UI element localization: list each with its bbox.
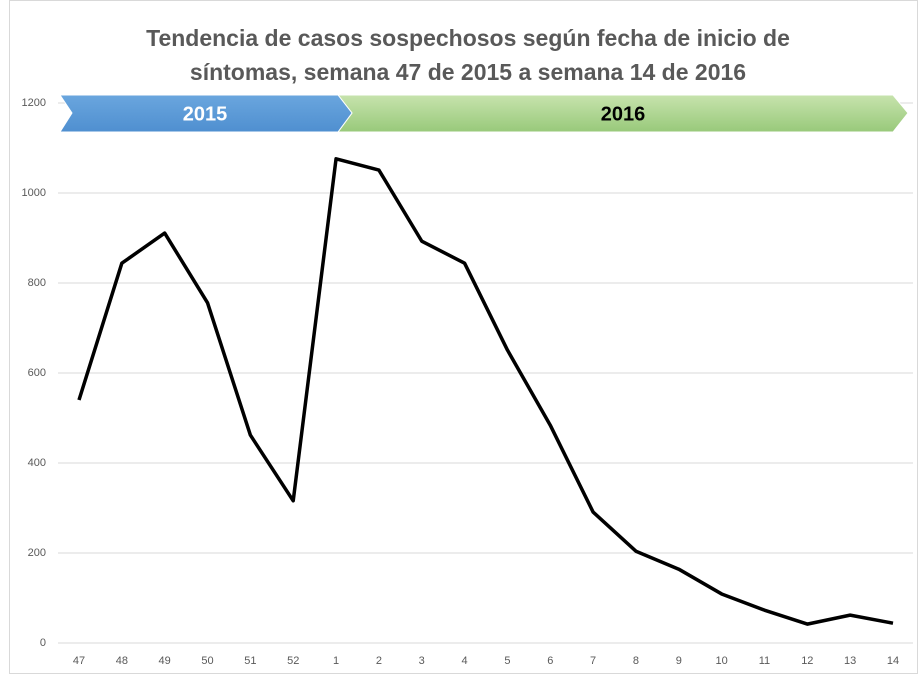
x-tick-label: 5	[504, 655, 510, 667]
y-tick-label: 200	[28, 547, 46, 559]
x-tick-label: 2	[376, 655, 382, 667]
x-tick-label: 52	[287, 655, 299, 667]
x-tick-label: 9	[676, 655, 682, 667]
x-tick-label: 48	[116, 655, 128, 667]
y-tick-label: 1000	[22, 187, 46, 199]
x-tick-label: 51	[244, 655, 256, 667]
x-tick-label: 47	[73, 655, 85, 667]
x-tick-label: 12	[801, 655, 813, 667]
y-tick-label: 800	[28, 277, 46, 289]
banner-label: 2016	[601, 103, 646, 125]
banner-label: 2015	[183, 103, 228, 125]
y-tick-label: 0	[40, 637, 46, 649]
y-tick-label: 400	[28, 457, 46, 469]
x-tick-label: 11	[759, 655, 770, 667]
x-tick-label: 13	[844, 655, 856, 667]
chart-title: síntomas, semana 47 de 2015 a semana 14 …	[190, 59, 746, 85]
x-tick-label: 14	[887, 655, 899, 667]
x-tick-label: 7	[590, 655, 596, 667]
x-tick-label: 50	[201, 655, 213, 667]
line	[77, 157, 894, 626]
x-tick-label: 6	[547, 655, 553, 667]
y-tick-label: 600	[28, 367, 46, 379]
y-tick-label: 1200	[22, 97, 46, 109]
x-tick-label: 3	[419, 655, 425, 667]
x-tick-label: 49	[159, 655, 171, 667]
x-tick-label: 10	[716, 655, 728, 667]
banner-2015	[59, 94, 353, 133]
x-tick-label: 8	[633, 655, 639, 667]
x-tick-label: 1	[333, 655, 339, 667]
x-tick-label: 4	[462, 655, 468, 667]
chart-title: Tendencia de casos sospechosos según fec…	[146, 25, 790, 51]
